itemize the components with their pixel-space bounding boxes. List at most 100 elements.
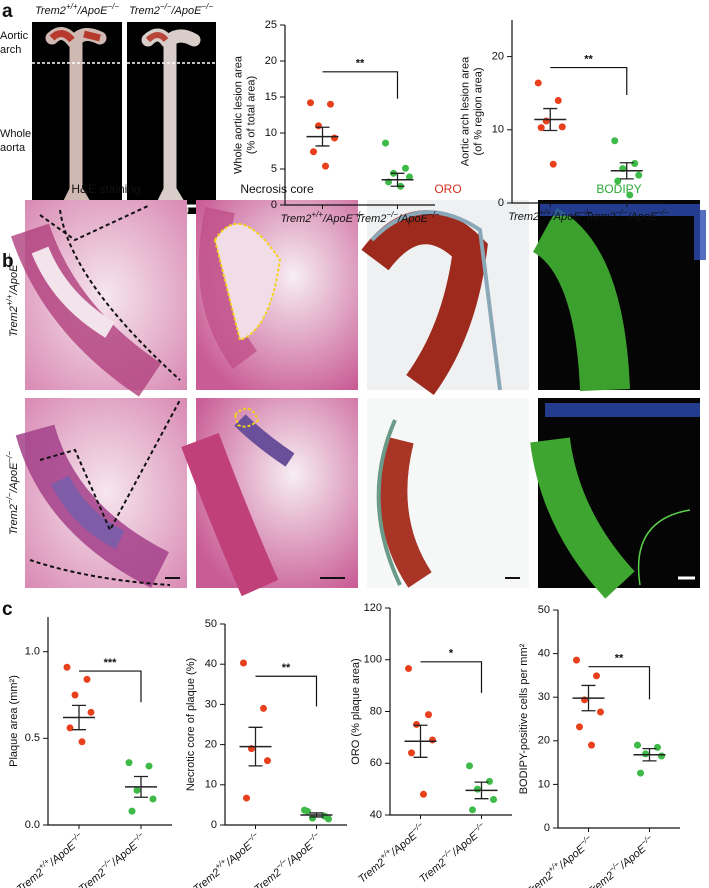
y-tick-label: 15 <box>265 91 277 103</box>
dot <box>537 124 545 132</box>
significance: ** <box>615 653 624 665</box>
y-axis-label: (of % region area) <box>472 67 484 155</box>
y-tick-label: 10 <box>538 778 550 790</box>
y-tick-label: 0 <box>211 819 217 831</box>
dot <box>626 191 634 199</box>
dot <box>133 786 141 794</box>
y-tick-label: 10 <box>265 127 277 139</box>
y-axis-label: BODIPY-positive cells per mm² <box>518 643 530 794</box>
y-tick-label: 20 <box>492 51 504 63</box>
dot <box>611 137 619 145</box>
y-tick-label: 50 <box>538 604 550 616</box>
dot <box>66 724 74 732</box>
panel-label: c <box>2 599 13 620</box>
x-tick-label: Trem2+/+/ApoE−/− <box>13 830 87 888</box>
dot <box>558 123 566 131</box>
dot <box>63 663 71 671</box>
dot <box>634 741 641 749</box>
y-tick-label: 0 <box>498 197 504 209</box>
dot <box>307 99 314 107</box>
dot <box>420 790 427 798</box>
significance: * <box>449 648 454 660</box>
y-tick-label: 40 <box>205 658 217 670</box>
x-tick-label: Trem2+/+/ApoE−/− <box>280 210 364 225</box>
significance-bracket <box>420 661 483 693</box>
region-label: aorta <box>0 142 26 154</box>
row-label: Trem2−/−/ApoE−/− <box>5 451 20 535</box>
dot <box>588 741 595 749</box>
y-tick-label: 120 <box>364 602 382 614</box>
y-tick-label: 40 <box>538 648 550 660</box>
dot <box>425 711 432 719</box>
y-axis-label: (% of total area) <box>245 76 257 154</box>
dot <box>549 160 557 168</box>
y-tick-label: 20 <box>205 739 217 751</box>
dot <box>322 162 329 170</box>
y-axis-label: Aortic arch lesion area <box>459 56 471 166</box>
panel-label: b <box>2 251 14 272</box>
region-label: arch <box>0 44 21 56</box>
column-title: H&E staining <box>71 182 140 196</box>
dot <box>466 762 473 770</box>
column-title: ORO <box>434 182 461 196</box>
significance: *** <box>104 657 118 669</box>
significance-bracket <box>255 675 318 707</box>
axis <box>557 610 680 829</box>
dot <box>554 97 562 105</box>
dot <box>264 757 271 765</box>
dot <box>78 738 86 746</box>
y-axis-label: Whole aortic lesion area <box>232 55 244 174</box>
dot <box>382 139 389 147</box>
dot <box>149 795 157 803</box>
dot <box>597 708 604 716</box>
dot <box>486 777 493 785</box>
dot <box>125 759 133 767</box>
x-tick-label: Trem2−/−/ApoE−/− <box>355 210 439 225</box>
y-tick-label: 10 <box>492 124 504 136</box>
axis <box>224 624 347 826</box>
panel-label: a <box>2 1 13 22</box>
x-tick-label: Trem2−/−/ApoE−/− <box>75 830 149 888</box>
dot <box>83 675 91 683</box>
x-tick-label: Trem2−/−/ApoE−/− <box>585 208 669 223</box>
y-tick-label: 0.5 <box>25 732 40 744</box>
dot <box>534 79 542 87</box>
y-tick-label: 100 <box>364 654 382 666</box>
dot <box>429 736 436 744</box>
x-tick-label: Trem2−/−/ApoE−/− <box>415 820 489 886</box>
y-tick-label: 0 <box>544 822 550 834</box>
dot <box>542 117 550 125</box>
error-bar <box>543 107 558 132</box>
y-tick-label: 0.0 <box>25 819 40 831</box>
dot <box>469 806 476 814</box>
dot <box>642 750 649 758</box>
error-bar <box>474 781 489 800</box>
dot <box>408 749 415 757</box>
dot <box>614 177 622 185</box>
y-axis-label: ORO (% plaque area) <box>350 658 362 764</box>
y-axis-label: Plaque area (mm²) <box>8 675 20 767</box>
dot <box>240 659 247 667</box>
micrographs <box>11 200 706 599</box>
dot <box>573 656 580 664</box>
x-tick-label: Trem2−/−/ApoE−/− <box>250 830 324 888</box>
y-tick-label: 5 <box>271 163 277 175</box>
error-bar <box>390 172 405 187</box>
aorta-photos <box>32 22 216 217</box>
dot <box>243 794 250 802</box>
error-bar <box>315 126 330 147</box>
axis <box>47 617 172 826</box>
x-tick-label: Trem2+/+/ApoE−/− <box>189 830 263 888</box>
y-tick-label: 60 <box>370 757 382 769</box>
y-axis-label: Necrotic core of plaque (%) <box>185 658 197 791</box>
y-tick-label: 30 <box>205 698 217 710</box>
significance: ** <box>356 58 365 70</box>
significance: ** <box>584 53 593 65</box>
dot <box>87 708 95 716</box>
y-tick-label: 1.0 <box>25 646 40 658</box>
dot <box>474 785 481 793</box>
dot <box>310 148 317 156</box>
y-tick-label: 50 <box>205 618 217 630</box>
dot <box>576 723 583 731</box>
significance-bracket <box>550 66 628 96</box>
